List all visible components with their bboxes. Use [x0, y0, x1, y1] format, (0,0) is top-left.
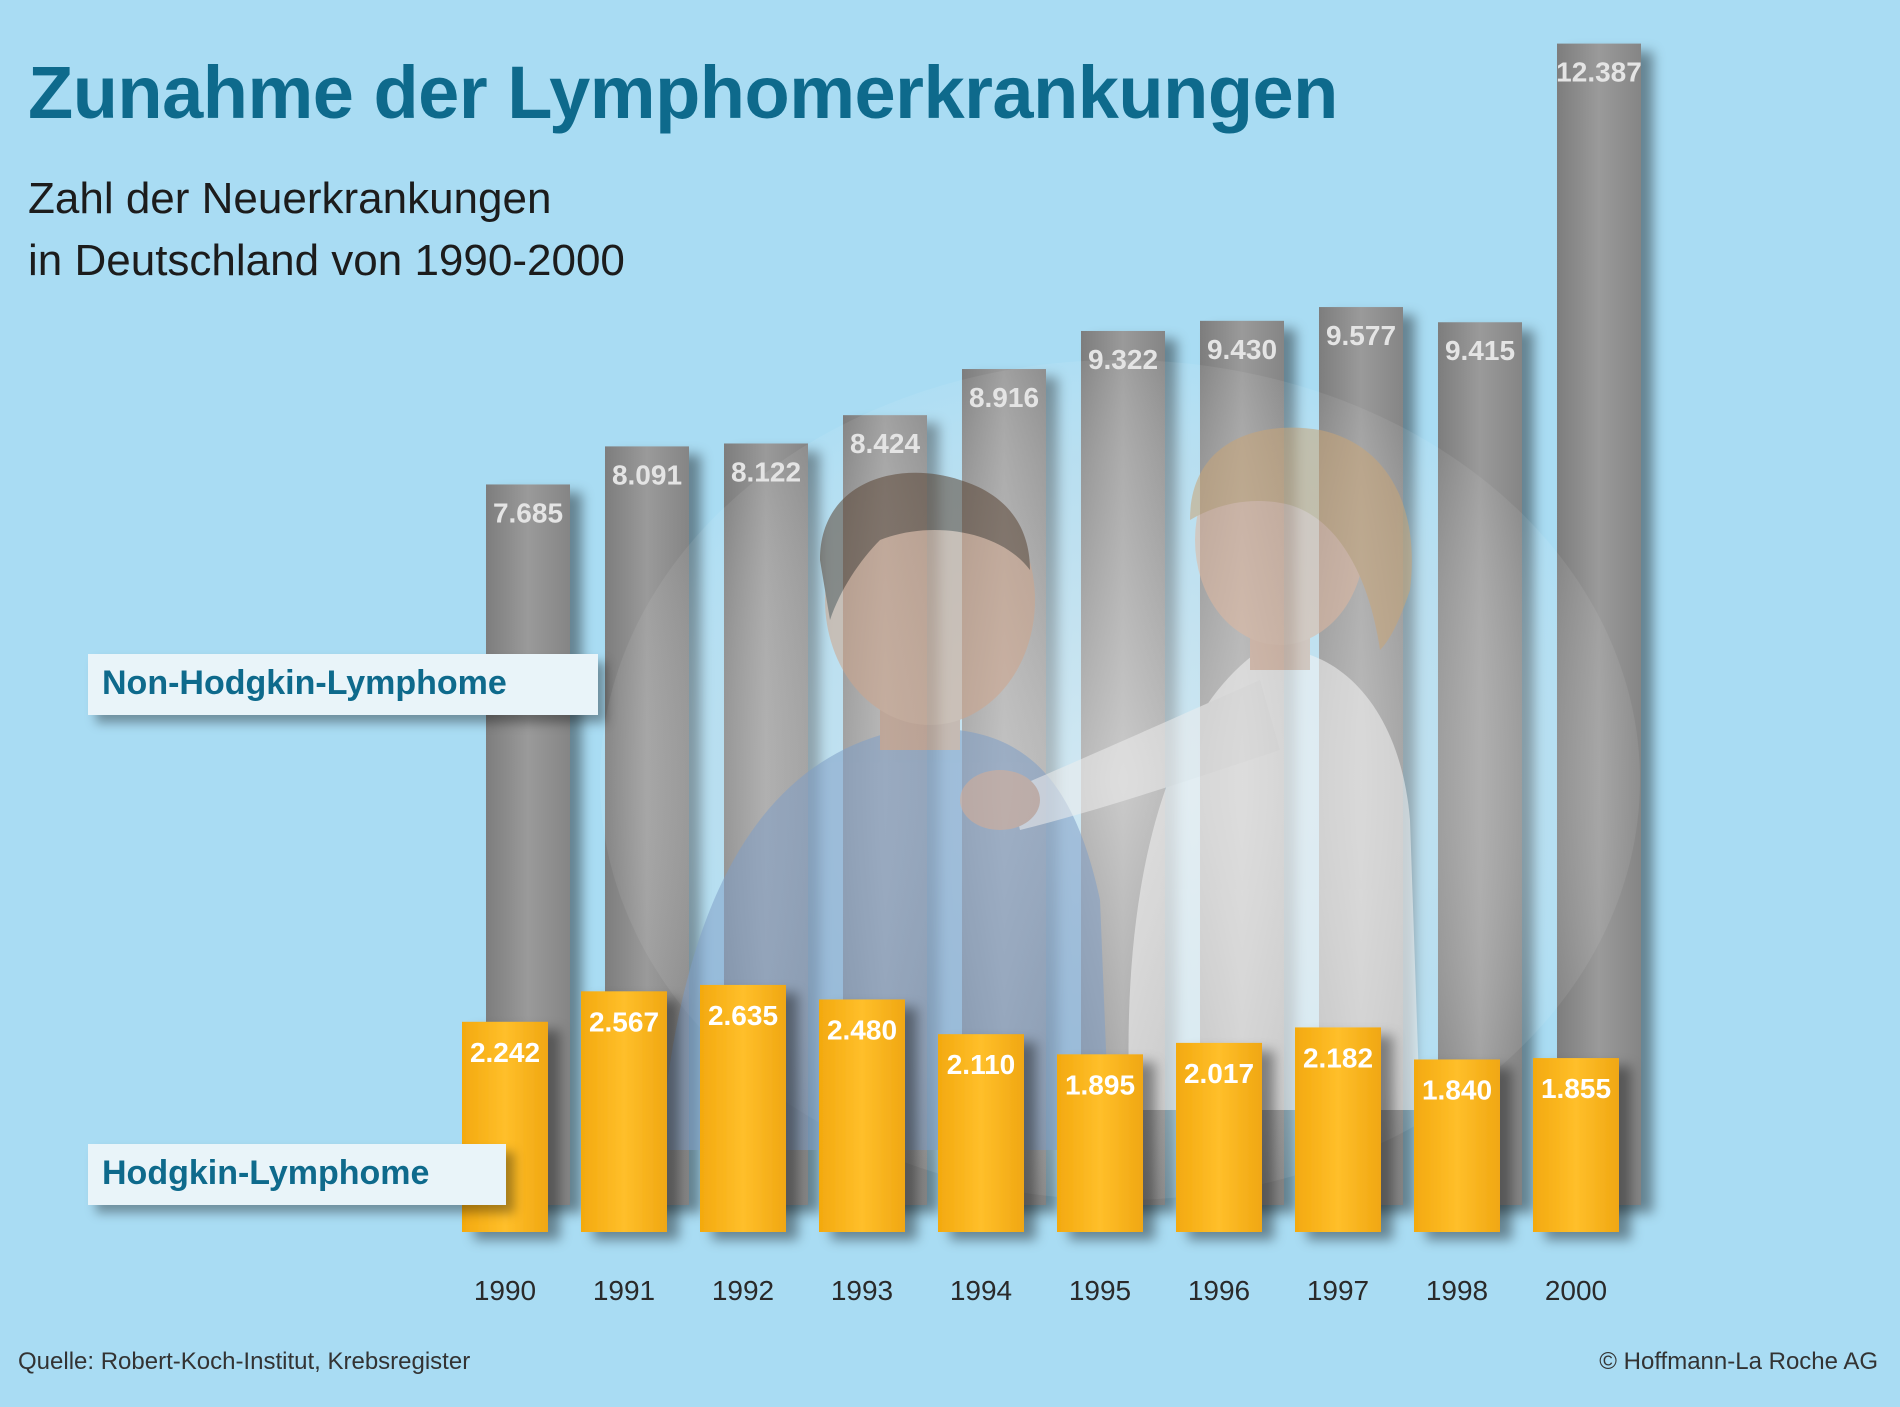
hl-bar-1998	[1414, 1059, 1500, 1232]
hl-bar-1991	[581, 991, 667, 1232]
x-tick-1998: 1998	[1426, 1275, 1488, 1306]
hl-value-label-1992: 2.635	[708, 1000, 778, 1031]
nhl-value-labels: 7.685 8.091 8.122 8.424 8.916 9.322 9.430 9.577…	[493, 57, 1642, 529]
x-tick-1994: 1994	[950, 1275, 1012, 1306]
copyright-note: © Hoffmann-La Roche AG	[1599, 1348, 1878, 1375]
nhl-value-label-1992: 8.122	[731, 456, 801, 487]
hl-value-label-1997: 2.182	[1303, 1042, 1373, 1073]
hl-value-label-1993: 2.480	[827, 1014, 897, 1045]
nhl-value-label-1997: 9.577	[1326, 320, 1396, 351]
hl-bar-1996	[1176, 1042, 1262, 1232]
hl-bars	[462, 984, 1619, 1232]
chart-title: Zunahme der Lymphomerkrankungen	[28, 51, 1338, 134]
nhl-value-label-1998: 9.415	[1445, 335, 1515, 366]
x-tick-1990: 1990	[474, 1275, 536, 1306]
x-tick-1992: 1992	[712, 1275, 774, 1306]
doctor-patient-photo	[600, 360, 1640, 1200]
nhl-value-label-1995: 9.322	[1088, 344, 1158, 375]
hl-value-label-1994: 2.110	[947, 1049, 1016, 1080]
nhl-value-label-1990: 7.685	[493, 497, 563, 528]
legend-nhl-label: Non-Hodgkin-Lymphome	[88, 654, 598, 715]
chart-subtitle: Zahl der Neuerkrankungen in Deutschland …	[28, 168, 625, 292]
x-tick-2000: 2000	[1545, 1275, 1607, 1306]
x-tick-1991: 1991	[593, 1275, 655, 1306]
hl-value-label-1998: 1.840	[1422, 1074, 1492, 1105]
hl-value-label-1990: 2.242	[470, 1037, 540, 1068]
hl-bar-1994	[938, 1034, 1024, 1232]
nhl-value-label-1994: 8.916	[969, 382, 1039, 413]
nhl-value-label-1996: 9.430	[1207, 334, 1277, 365]
subtitle-line-2: in Deutschland von 1990-2000	[28, 236, 625, 285]
nhl-value-label-1991: 8.091	[612, 459, 682, 490]
hl-value-label-1996: 2.017	[1184, 1058, 1254, 1089]
hl-bar-1992	[700, 984, 786, 1232]
hl-bar-2000	[1533, 1058, 1619, 1232]
hl-bar-1993	[819, 999, 905, 1232]
hl-value-label-1991: 2.567	[589, 1006, 659, 1037]
hl-value-label-2000: 1.855	[1541, 1073, 1611, 1104]
x-tick-1993: 1993	[831, 1275, 893, 1306]
legend-hl-label: Hodgkin-Lymphome	[88, 1144, 506, 1205]
nhl-value-label-1993: 8.424	[850, 428, 920, 459]
nhl-value-label-2000: 12.387	[1556, 57, 1642, 88]
hl-bar-1995	[1057, 1054, 1143, 1232]
source-note: Quelle: Robert-Koch-Institut, Krebsregis…	[18, 1348, 471, 1375]
x-tick-1997: 1997	[1307, 1275, 1369, 1306]
x-axis-ticks: 1990 1991 1992 1993 1994 1995 1996 1997 1998 2000	[474, 1275, 1607, 1306]
x-tick-1995: 1995	[1069, 1275, 1131, 1306]
hl-bar-1997	[1295, 1027, 1381, 1232]
doctor-figure	[960, 427, 1420, 1110]
hl-value-labels: 2.242 2.567 2.635 2.480 2.110 1.895 2.017 2.182…	[470, 1000, 1611, 1106]
subtitle-line-1: Zahl der Neuerkrankungen	[28, 174, 552, 223]
hl-value-label-1995: 1.895	[1065, 1069, 1135, 1100]
x-tick-1996: 1996	[1188, 1275, 1250, 1306]
